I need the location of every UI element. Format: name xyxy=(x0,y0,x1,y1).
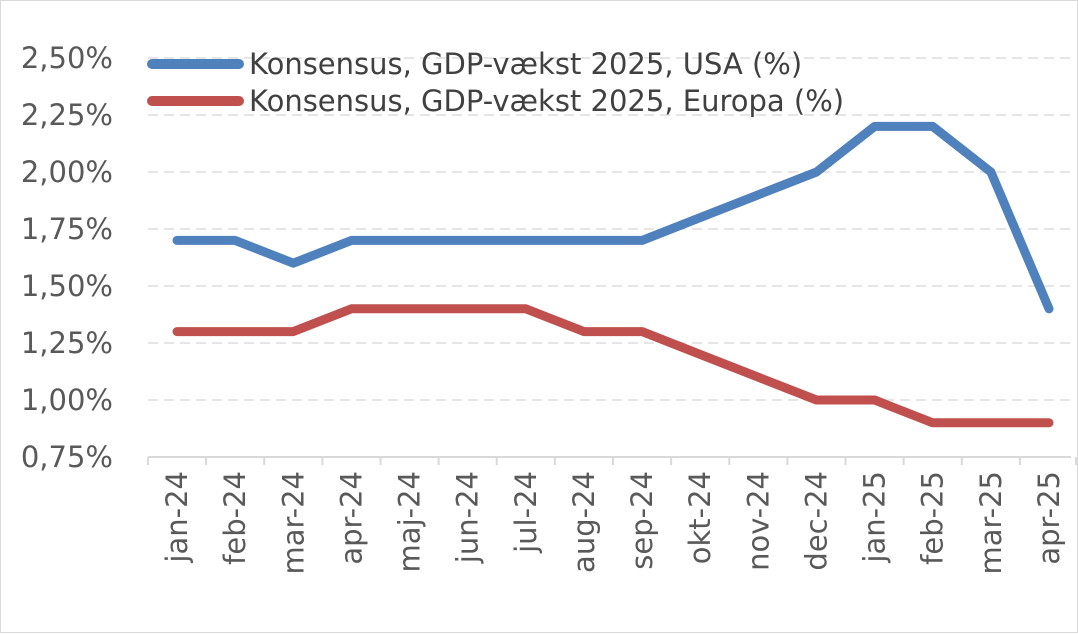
y-axis: 0,75% 1,00% 1,25% 1,50% 1,75% 2,00% 2,25% 2,50% xyxy=(21,41,113,474)
x-tick-label: feb-24 xyxy=(218,471,252,565)
x-tick-label: aug-24 xyxy=(567,471,601,573)
x-tick-label: nov-24 xyxy=(741,471,775,571)
y-tick-label: 1,50% xyxy=(21,269,113,303)
y-tick-label: 2,00% xyxy=(21,155,113,189)
legend-label: Konsensus, GDP-vækst 2025, USA (%) xyxy=(249,47,802,81)
y-tick-label: 1,75% xyxy=(21,212,113,246)
x-tick-label: feb-25 xyxy=(916,471,950,565)
x-tick-label: mar-25 xyxy=(974,471,1008,574)
legend: Konsensus, GDP-vækst 2025, USA (%)Konsen… xyxy=(147,47,844,118)
x-tick-label: jan-25 xyxy=(858,471,892,564)
y-tick-label: 1,25% xyxy=(21,326,113,360)
x-tick-label: sep-24 xyxy=(625,471,659,570)
y-tick-label: 2,25% xyxy=(21,98,113,132)
x-tick-label: okt-24 xyxy=(683,471,717,564)
x-tick-label: jun-24 xyxy=(451,471,485,564)
x-tick-label: dec-24 xyxy=(799,471,833,571)
x-tick-label: apr-25 xyxy=(1032,471,1066,565)
x-tick-label: jul-24 xyxy=(509,471,543,554)
series-line-usa xyxy=(172,121,1054,314)
series-lines xyxy=(172,121,1054,428)
x-tick-label: maj-24 xyxy=(393,471,427,572)
x-tick-label: mar-24 xyxy=(276,471,310,574)
series-line-europa xyxy=(172,304,1054,428)
x-axis: jan-24 feb-24 mar-24 apr-24 maj-24 jun-24 jul-… xyxy=(146,456,1078,574)
y-tick-label: 2,50% xyxy=(21,41,113,75)
legend-label: Konsensus, GDP-vækst 2025, Europa (%) xyxy=(249,84,844,118)
y-tick-label: 1,00% xyxy=(21,383,113,417)
x-tick-label: apr-24 xyxy=(334,471,368,565)
gridlines xyxy=(148,57,1071,401)
y-tick-label: 0,75% xyxy=(21,440,113,474)
x-tick-label: jan-24 xyxy=(160,471,194,564)
